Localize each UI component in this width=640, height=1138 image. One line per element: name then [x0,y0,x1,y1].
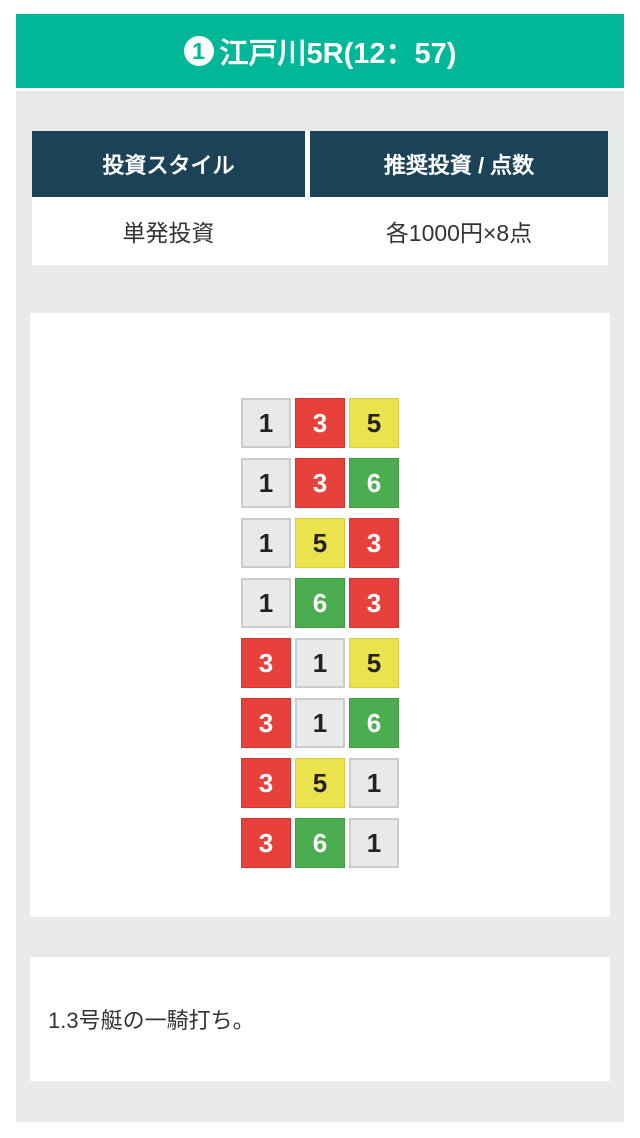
bet-cell-boat-5: 5 [295,758,345,808]
bet-cell-boat-5: 5 [295,518,345,568]
bet-cell-boat-5: 5 [349,398,399,448]
bet-cell-boat-1: 1 [241,518,291,568]
bet-cell-boat-1: 1 [295,698,345,748]
bet-cell-boat-6: 6 [295,818,345,868]
table-cell-invest-style: 単発投資 [32,197,305,265]
bet-cell-boat-6: 6 [349,698,399,748]
bet-cell-boat-6: 6 [349,458,399,508]
bet-cell-boat-3: 3 [295,458,345,508]
comment-card: 1.3号艇の一騎打ち。 [30,957,610,1081]
investment-table: 投資スタイル 推奨投資 / 点数 単発投資 各1000円×8点 [32,131,608,265]
bet-cell-boat-6: 6 [295,578,345,628]
bet-cell-boat-3: 3 [349,518,399,568]
race-number-badge-icon: 1 [183,36,214,66]
race-header-bar: 1 江戸川5R(12：57) [16,14,624,88]
bet-cell-boat-3: 3 [241,638,291,688]
race-title: 江戸川5R(12：57) [219,38,457,70]
bet-cell-boat-3: 3 [241,818,291,868]
bet-cell-boat-1: 1 [241,578,291,628]
bet-cell-boat-1: 1 [349,758,399,808]
comment-text: 1.3号艇の一騎打ち。 [48,1008,255,1033]
bet-cell-boat-1: 1 [349,818,399,868]
table-header-invest-style: 投資スタイル [32,131,305,197]
bet-cell-boat-3: 3 [241,698,291,748]
bet-cell-boat-1: 1 [241,458,291,508]
bet-cell-boat-3: 3 [349,578,399,628]
bet-cell-boat-3: 3 [295,398,345,448]
bet-cell-boat-1: 1 [241,398,291,448]
table-cell-recommended-bet: 各1000円×8点 [310,197,608,265]
bet-cell-boat-1: 1 [295,638,345,688]
table-header-recommended-bet: 推奨投資 / 点数 [310,131,608,197]
bet-cell-boat-3: 3 [241,758,291,808]
bet-cell-boat-5: 5 [349,638,399,688]
